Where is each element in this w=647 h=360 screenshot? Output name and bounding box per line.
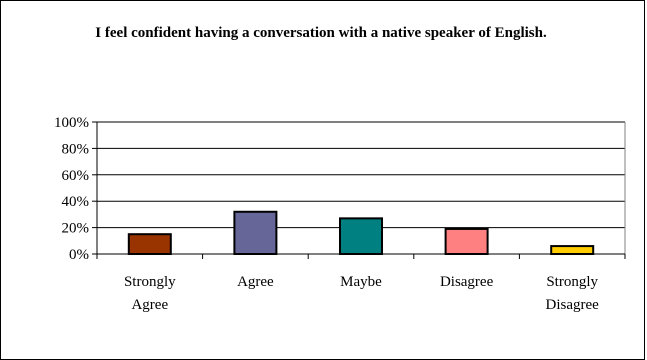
x-tick-label: Strongly [546, 274, 598, 290]
x-tick-label: Agree [237, 274, 274, 290]
bar [444, 227, 489, 255]
y-tick-label: 60% [62, 168, 90, 184]
x-tick-label: Disagree [440, 274, 494, 290]
bar [550, 245, 595, 256]
y-tick-label: 40% [62, 194, 90, 210]
x-tick-label: Maybe [340, 274, 382, 290]
y-tick-label: 80% [62, 141, 90, 157]
x-tick-label: Agree [131, 297, 168, 313]
bar [339, 217, 383, 255]
bar [233, 210, 278, 255]
y-tick-label: 0% [69, 247, 89, 263]
chart-title: I feel confident having a conversation w… [95, 25, 547, 41]
x-tick-label: Disagree [546, 297, 600, 313]
bar [127, 233, 172, 255]
x-tick-label: Strongly [124, 274, 176, 290]
y-tick-label: 20% [62, 221, 90, 237]
y-tick-label: 100% [54, 115, 89, 131]
